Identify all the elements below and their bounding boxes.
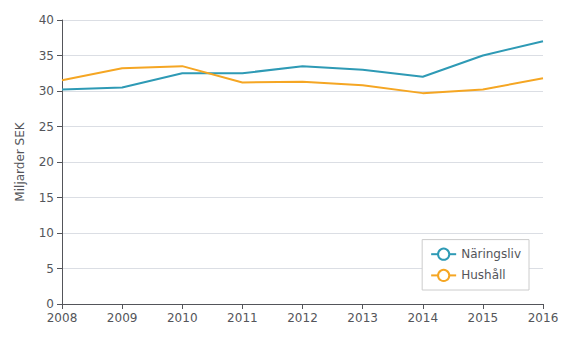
svg-text:Hushåll: Hushåll bbox=[461, 268, 506, 282]
svg-text:15: 15 bbox=[39, 191, 54, 205]
svg-text:2012: 2012 bbox=[287, 311, 318, 325]
svg-text:2008: 2008 bbox=[47, 311, 78, 325]
svg-text:25: 25 bbox=[39, 120, 54, 134]
svg-text:Miljarder SEK: Miljarder SEK bbox=[13, 121, 27, 201]
svg-text:2011: 2011 bbox=[227, 311, 258, 325]
svg-text:0: 0 bbox=[46, 297, 54, 311]
svg-text:35: 35 bbox=[39, 49, 54, 63]
svg-text:10: 10 bbox=[39, 226, 54, 240]
svg-text:2010: 2010 bbox=[167, 311, 198, 325]
svg-text:30: 30 bbox=[39, 84, 54, 98]
svg-text:2009: 2009 bbox=[107, 311, 138, 325]
svg-text:20: 20 bbox=[39, 155, 54, 169]
svg-text:2016: 2016 bbox=[528, 311, 559, 325]
svg-text:40: 40 bbox=[39, 13, 54, 27]
svg-text:Näringsliv: Näringsliv bbox=[461, 247, 521, 261]
svg-text:5: 5 bbox=[46, 262, 54, 276]
svg-text:2015: 2015 bbox=[468, 311, 499, 325]
svg-text:2014: 2014 bbox=[407, 311, 438, 325]
svg-text:2013: 2013 bbox=[347, 311, 378, 325]
